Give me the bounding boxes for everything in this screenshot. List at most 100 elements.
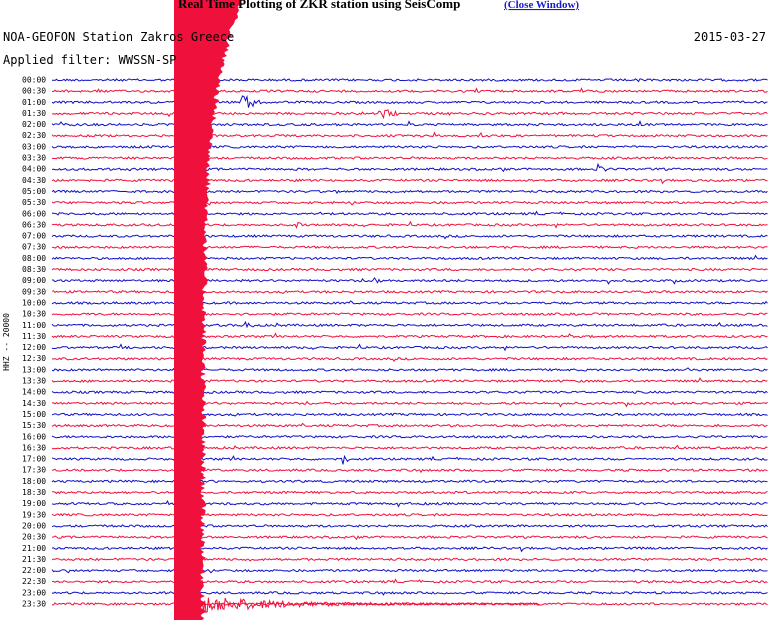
date-label: 2015-03-27: [694, 30, 766, 44]
row-time-label: 03:30: [22, 154, 46, 163]
trace: [51, 422, 768, 428]
close-window-link[interactable]: (Close Window): [504, 0, 579, 11]
row-time-label: 13:00: [22, 365, 46, 374]
trace: [51, 591, 768, 596]
trace: [51, 367, 768, 372]
filter-label: Applied filter: WWSSN-SP: [3, 53, 176, 67]
trace: [51, 131, 768, 138]
trace: [51, 500, 768, 508]
trace: [51, 434, 768, 439]
saturated-signal: [174, 0, 194, 620]
trace: [51, 87, 768, 94]
row-time-label: 22:00: [22, 566, 46, 575]
trace: [51, 267, 768, 272]
row-time-label: 05:30: [22, 198, 46, 207]
trace: [51, 312, 768, 316]
trace: [51, 535, 768, 541]
trace: [51, 513, 768, 517]
row-time-label: 04:00: [22, 165, 46, 174]
row-time-label: 00:30: [22, 87, 46, 96]
row-time-label: 17:00: [22, 455, 46, 464]
trace: [51, 109, 768, 120]
row-time-label: 20:00: [22, 521, 46, 530]
trace: [51, 479, 768, 484]
traces: [51, 78, 768, 606]
trace: [51, 490, 768, 495]
row-time-label: 17:30: [22, 466, 46, 475]
row-time-label: 20:30: [22, 533, 46, 542]
coda-tail: [193, 597, 540, 614]
row-time-label: 07:00: [22, 232, 46, 241]
trace: [51, 200, 768, 206]
row-time-label: 03:00: [22, 142, 46, 151]
row-time-label: 08:30: [22, 265, 46, 274]
trace: [51, 119, 768, 127]
row-time-label: 19:00: [22, 499, 46, 508]
row-time-label: 05:00: [22, 187, 46, 196]
row-time-label: 12:30: [22, 354, 46, 363]
row-time-label: 12:00: [22, 343, 46, 352]
trace: [51, 289, 768, 294]
trace: [51, 145, 768, 149]
trace: [51, 412, 768, 417]
trace: [51, 390, 768, 395]
trace: [51, 156, 768, 160]
row-time-label: 16:00: [22, 432, 46, 441]
trace: [51, 454, 768, 465]
trace: [51, 300, 768, 305]
trace: [51, 254, 768, 261]
row-time-label: 15:00: [22, 410, 46, 419]
row-time-label: 14:30: [22, 399, 46, 408]
row-time-label: 21:30: [22, 555, 46, 564]
page-title: Real Time Plotting of ZKR station using …: [178, 0, 460, 11]
row-time-label: 23:00: [22, 588, 46, 597]
row-time-label: 01:00: [22, 98, 46, 107]
row-time-label: 09:30: [22, 287, 46, 296]
row-time-label: 19:30: [22, 510, 46, 519]
trace: [51, 468, 768, 474]
channel-label: HHZ -- 20000: [2, 313, 11, 371]
station-label: NOA-GEOFON Station Zakros Greece: [3, 30, 234, 44]
trace: [51, 400, 768, 408]
trace: [51, 189, 768, 195]
trace: [51, 178, 768, 185]
row-time-label: 18:30: [22, 488, 46, 497]
trace: [51, 356, 768, 363]
trace: [51, 546, 768, 553]
row-time-label: 08:00: [22, 254, 46, 263]
row-time-label: 10:00: [22, 298, 46, 307]
row-time-label: 01:30: [22, 109, 46, 118]
row-time-label: 10:30: [22, 310, 46, 319]
trace: [51, 524, 768, 529]
row-time-label: 02:30: [22, 131, 46, 140]
row-time-label: 22:30: [22, 577, 46, 586]
trace: [52, 78, 768, 83]
trace: [51, 162, 768, 173]
row-time-label: 11:00: [22, 321, 46, 330]
trace: [51, 568, 768, 574]
trace: [51, 94, 768, 108]
row-time-label: 06:00: [22, 209, 46, 218]
row-time-label: 02:00: [22, 120, 46, 129]
trace: [51, 220, 768, 229]
row-time-label: 15:30: [22, 421, 46, 430]
row-time-label: 16:30: [22, 443, 46, 452]
trace: [51, 557, 768, 563]
trace: [51, 320, 768, 329]
trace: [51, 277, 768, 285]
coda-envelope: [194, 0, 245, 620]
row-time-label: 23:30: [22, 600, 46, 609]
trace: [51, 245, 768, 250]
row-time-label: 14:00: [22, 388, 46, 397]
row-time-label: 00:00: [22, 76, 46, 85]
row-time-label: 07:30: [22, 243, 46, 252]
row-time-label: 11:30: [22, 332, 46, 341]
earthquake-signal: [174, 0, 540, 620]
trace: [51, 234, 768, 240]
row-time-label: 09:00: [22, 276, 46, 285]
row-time-label: 04:30: [22, 176, 46, 185]
trace: [51, 343, 768, 352]
trace: [51, 332, 768, 339]
